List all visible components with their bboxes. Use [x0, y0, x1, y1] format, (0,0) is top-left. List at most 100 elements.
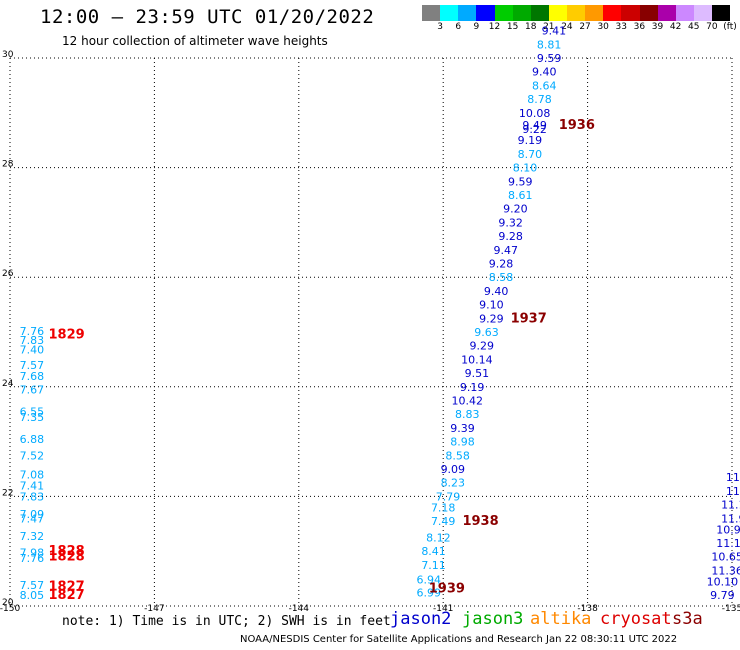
legend-label: 9	[473, 22, 480, 32]
legend-swatch	[621, 5, 640, 21]
y-tick-label: 26	[2, 269, 14, 279]
x-tick-label: -150	[0, 604, 20, 614]
swh-value-label: 7.79	[436, 490, 461, 503]
legend-unit: (ft)	[723, 22, 737, 32]
swh-value-label: 9.47	[494, 244, 519, 257]
swh-value-label: 7.68	[20, 370, 45, 383]
satellite-altika-label: altika	[530, 609, 592, 629]
swh-value-label: 8.78	[527, 93, 552, 106]
legend-swatch	[567, 5, 586, 21]
y-tick-label: 22	[2, 488, 13, 498]
swh-value-label: 8.41	[421, 545, 446, 558]
swh-value-label: 8.98	[450, 436, 475, 449]
legend-swatch	[530, 5, 549, 21]
satellite-jason2-label: jason2	[390, 609, 452, 629]
legend-label: 24	[561, 22, 573, 32]
swh-value-label: 9.29	[469, 340, 494, 353]
swh-value-label: 7.18	[431, 501, 456, 514]
swh-value-label: 11.14	[721, 499, 740, 512]
swh-value-label: 6.99	[417, 586, 442, 599]
pass-time-label: 1937	[511, 311, 547, 326]
swh-value-label: 9.29	[479, 312, 504, 325]
swh-value-label: 7.32	[20, 530, 45, 543]
y-tick-label: 24	[2, 379, 14, 389]
footer-credit: NOAA/NESDIS Center for Satellite Applica…	[240, 634, 678, 645]
swh-value-label: 6.55	[20, 405, 45, 418]
y-tick-label: 28	[2, 160, 14, 170]
swh-value-label: 9.09	[441, 463, 466, 476]
legend-label: 21	[543, 22, 555, 32]
swh-value-label: 6.88	[20, 433, 45, 446]
legend-swatch	[458, 5, 477, 21]
legend-swatch	[512, 5, 531, 21]
swh-value-label: 7.09	[20, 508, 45, 521]
legend-label: 42	[669, 22, 682, 32]
swh-value-label: 8.81	[537, 38, 562, 51]
swh-value-label: 11.16	[716, 537, 740, 550]
page-subtitle: 12 hour collection of altimeter wave hei…	[62, 34, 328, 48]
swh-value-label: 9.22	[522, 123, 547, 136]
swh-value-label: 9.10	[479, 299, 504, 312]
legend-label: 3	[437, 22, 443, 32]
swh-value-label: 9.32	[498, 216, 523, 229]
legend-swatch	[639, 5, 658, 21]
pass-time-label: 1827	[49, 588, 85, 603]
legend-swatch	[494, 5, 513, 21]
swh-value-label: 8.83	[455, 408, 480, 421]
swh-value-label: 11.36	[711, 564, 740, 577]
x-tick-label: -147	[144, 604, 164, 614]
swh-value-label: 7.57	[20, 579, 45, 592]
color-scale-legend	[422, 5, 731, 21]
swh-value-label: 7.35	[20, 411, 45, 424]
swh-value-label: 7.76	[20, 325, 45, 338]
legend-label: 39	[651, 22, 664, 32]
swh-value-label: 10.08	[519, 107, 551, 120]
pass-time-label: 1936	[559, 118, 595, 133]
swh-value-label: 9.59	[537, 52, 562, 65]
swh-value-label: 8.12	[426, 532, 451, 545]
swh-value-label: 10.65	[711, 551, 740, 564]
legend-label: 30	[597, 22, 609, 32]
x-tick-label: -135	[722, 604, 740, 614]
swh-value-label: 8.58	[489, 271, 514, 284]
legend-swatch	[603, 5, 622, 21]
swh-value-label: 10.14	[461, 353, 493, 366]
swh-value-label: 11.88	[726, 471, 740, 484]
swh-value-label: 9.51	[465, 367, 490, 380]
swh-value-label: 8.10	[513, 162, 538, 175]
legend-label: 33	[615, 22, 628, 32]
swh-value-label: 8.05	[20, 589, 45, 602]
pass-time-label: 1939	[429, 581, 465, 596]
swh-value-label: 9.19	[460, 381, 485, 394]
swh-value-label: 10.90	[716, 523, 740, 536]
x-tick-label: -144	[289, 604, 310, 614]
swh-value-label: 8.61	[508, 189, 533, 202]
legend-swatch	[693, 5, 712, 21]
swh-value-label: 9.19	[518, 134, 543, 147]
swh-value-label: 7.83	[20, 490, 45, 503]
swh-value-label: 9.59	[508, 175, 533, 188]
swh-value-label: 10.10	[707, 575, 739, 588]
pass-time-label: 1829	[49, 328, 85, 343]
swh-value-label: 7.49	[431, 515, 456, 528]
legend-label: 6	[455, 22, 462, 32]
legend-swatch	[422, 5, 441, 21]
satellite-cryosat-label: cryosat	[600, 609, 672, 629]
swh-value-label: 9.20	[503, 203, 528, 216]
swh-value-label: 9.28	[498, 230, 523, 243]
legend-swatch	[476, 5, 495, 21]
swh-value-label: 7.57	[20, 359, 45, 372]
swh-value-label: 9.39	[450, 422, 475, 435]
legend-label: 15	[506, 22, 519, 32]
swh-value-label: 8.70	[518, 148, 543, 161]
pass-time-label: 1828	[49, 550, 85, 565]
swh-value-label: 8.23	[441, 477, 466, 490]
swh-value-label: 9.49	[522, 119, 547, 132]
legend-swatch	[657, 5, 676, 21]
x-tick-label: -141	[433, 604, 453, 614]
swh-value-label: 8.64	[532, 79, 557, 92]
swh-value-label: 7.47	[20, 512, 45, 525]
legend-label: 18	[524, 22, 537, 32]
satellite-jason3-label: jason3	[462, 609, 524, 629]
